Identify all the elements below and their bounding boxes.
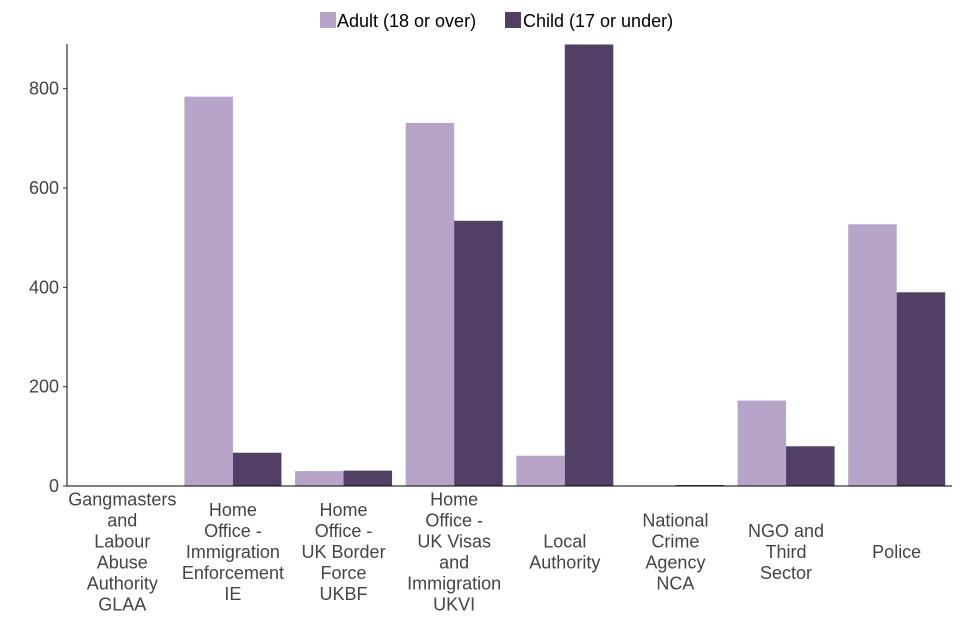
legend-label-child: Child (17 or under): [523, 11, 673, 31]
bar-child-6: [786, 446, 835, 486]
x-category-label: NGO and Third Sector: [748, 521, 824, 583]
bar-adult-2: [295, 471, 344, 486]
bar-child-2: [343, 470, 393, 486]
bar-child-7: [896, 292, 946, 486]
bar-adult-4: [516, 455, 565, 486]
legend-swatch-adult: [320, 12, 336, 28]
y-tick-label: 800: [29, 79, 59, 99]
y-tick-label: 400: [29, 277, 59, 297]
legend: Adult (18 or over) Child (17 or under): [320, 11, 673, 31]
y-tick-label: 200: [29, 377, 59, 397]
x-category-label: National Crime Agency NCA: [642, 511, 708, 594]
x-category-label: Gangmasters and Labour Abuse Authority GLAA: [68, 490, 176, 615]
y-tick-label: 600: [29, 178, 59, 198]
x-axis-labels: Gangmasters and Labour Abuse Authority GLAAHo…: [68, 490, 921, 615]
bar-adult-3: [405, 122, 455, 487]
y-tick-label: 0: [49, 476, 59, 496]
bars: [73, 44, 946, 487]
x-category-label: Home Office -UK Border Force UKBF: [302, 500, 386, 604]
bar-adult-7: [848, 224, 897, 486]
bar-adult-6: [737, 400, 787, 486]
bar-child-1: [232, 452, 282, 486]
bar-child-4: [564, 44, 614, 486]
bar-adult-1: [184, 96, 233, 486]
x-category-label: Police: [872, 542, 921, 562]
bar-child-3: [454, 220, 503, 487]
x-category-label: Home Office -UK Visas and Immigration UKVI: [407, 490, 501, 615]
x-category-label: Home Office -Immigration Enforcement IE: [182, 500, 284, 604]
x-category-label: Local Authority: [529, 532, 600, 573]
legend-label-adult: Adult (18 or over): [337, 11, 476, 31]
axes: 0 200 400 600 800: [29, 44, 952, 496]
legend-swatch-child: [505, 12, 521, 28]
